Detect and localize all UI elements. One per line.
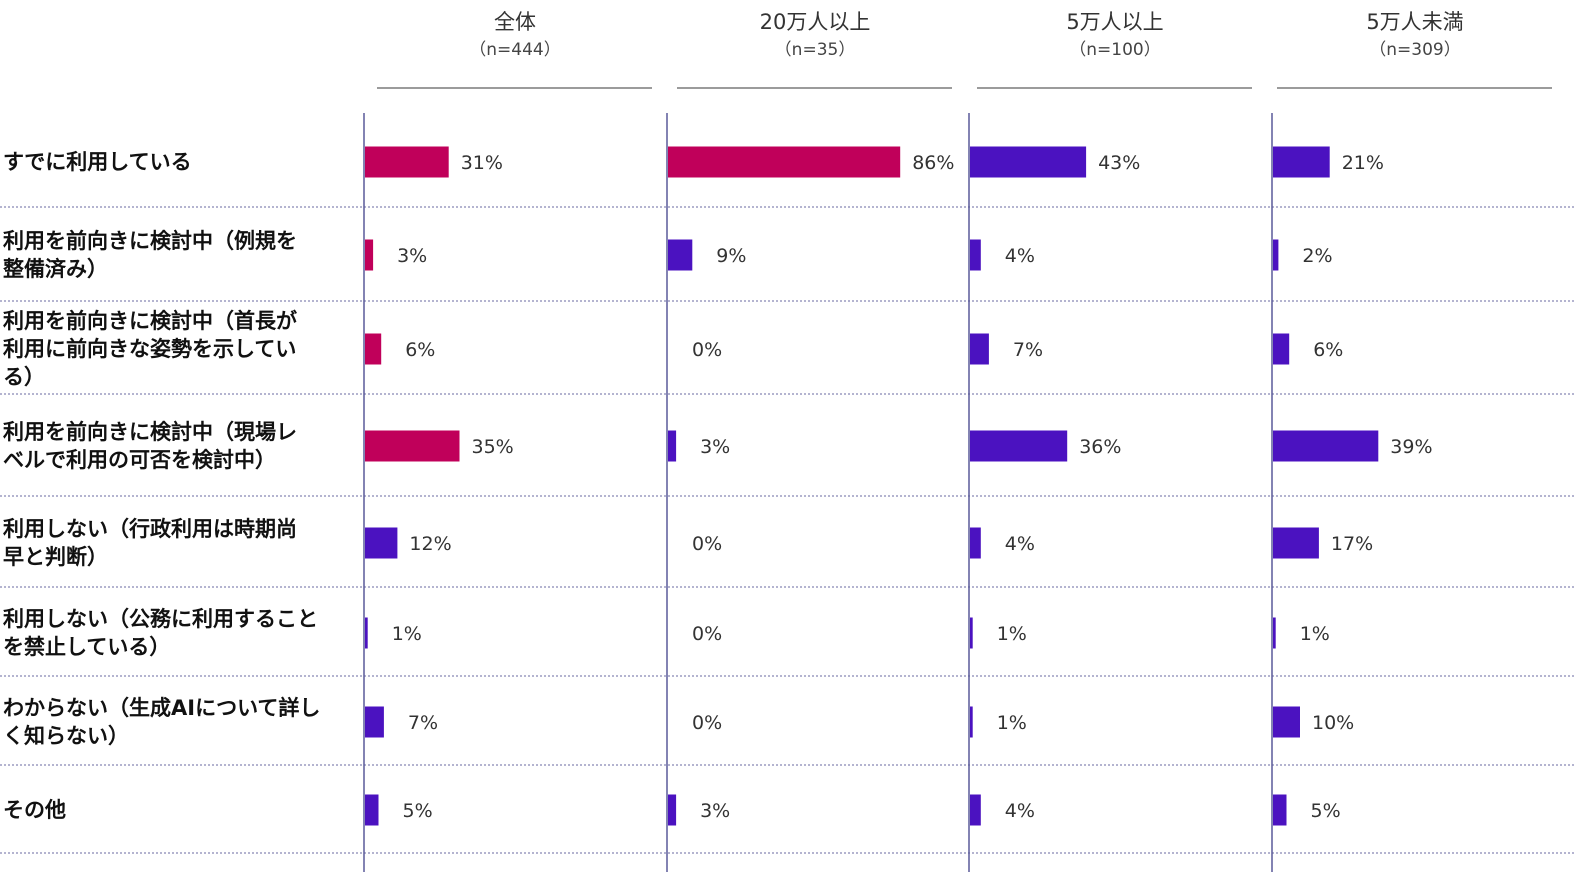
bar <box>365 146 449 178</box>
bar-value-label: 5% <box>403 800 433 822</box>
bar <box>668 430 677 462</box>
bar-value-label: 1% <box>1300 623 1330 645</box>
bar-value-label: 5% <box>1311 800 1341 822</box>
bar-value-label: 35% <box>472 436 514 458</box>
bar <box>970 239 981 271</box>
bar-value-label: 6% <box>1313 339 1343 361</box>
bar <box>1273 617 1276 649</box>
bar-value-label: 86% <box>912 152 954 174</box>
column-header-n: （n=309） <box>1369 40 1460 60</box>
row-label: 整備済み） <box>3 257 108 281</box>
row-label: すでに利用している <box>3 150 192 174</box>
row-label: を禁止している） <box>3 635 170 659</box>
bar-value-label: 0% <box>692 712 722 734</box>
bar <box>1273 430 1379 462</box>
bar-value-label: 4% <box>1005 533 1035 555</box>
row-label: 利用しない（行政利用は時期尚 <box>3 517 297 541</box>
bar-value-label: 1% <box>392 623 422 645</box>
row-label: 利用しない（公務に利用すること <box>3 607 318 631</box>
row-label: 利用を前向きに検討中（例規を <box>3 229 297 253</box>
bar-value-label: 10% <box>1312 712 1354 734</box>
column-header-title: 5万人未満 <box>1366 10 1463 34</box>
bar-value-label: 7% <box>408 712 438 734</box>
bar <box>970 333 989 365</box>
bar-value-label: 21% <box>1342 152 1384 174</box>
bar <box>365 706 384 738</box>
bar-value-label: 43% <box>1098 152 1140 174</box>
bar-value-label: 4% <box>1005 245 1035 267</box>
bar <box>365 794 379 826</box>
bar <box>970 706 973 738</box>
bar <box>365 430 460 462</box>
bar-value-label: 1% <box>997 623 1027 645</box>
bar <box>1273 706 1300 738</box>
column-header-title: 20万人以上 <box>760 10 871 34</box>
row-label: ベルで利用の可否を検討中） <box>3 448 276 472</box>
bar <box>668 146 901 178</box>
bar-value-label: 31% <box>461 152 503 174</box>
bar <box>970 527 981 559</box>
column-header-n: （n=35） <box>775 40 856 60</box>
bar-value-label: 1% <box>997 712 1027 734</box>
bar-value-label: 0% <box>692 623 722 645</box>
row-label: 利用を前向きに検討中（現場レ <box>3 420 297 444</box>
bar-value-label: 7% <box>1013 339 1043 361</box>
row-label: く知らない） <box>3 724 129 748</box>
bar <box>1273 146 1330 178</box>
bar <box>1273 527 1319 559</box>
bar-value-label: 0% <box>692 533 722 555</box>
column-header-n: （n=100） <box>1069 40 1160 60</box>
row-label: わからない（生成AIについて詳し <box>3 696 320 720</box>
bar-value-label: 2% <box>1302 245 1332 267</box>
bar-value-label: 4% <box>1005 800 1035 822</box>
bar <box>365 617 368 649</box>
bar <box>365 239 374 271</box>
bar-value-label: 36% <box>1079 436 1121 458</box>
column-header-title: 5万人以上 <box>1066 10 1163 34</box>
bar-value-label: 6% <box>405 339 435 361</box>
bar-value-label: 0% <box>692 339 722 361</box>
bar <box>1273 333 1290 365</box>
bar-value-label: 12% <box>409 533 451 555</box>
bar <box>970 430 1068 462</box>
row-label: る） <box>3 365 45 389</box>
row-label: 早と判断） <box>3 545 108 569</box>
bar <box>970 146 1087 178</box>
bar <box>668 794 677 826</box>
bar-value-label: 9% <box>716 245 746 267</box>
bar <box>970 794 981 826</box>
bar <box>1273 239 1279 271</box>
row-label: その他 <box>3 798 66 822</box>
bar-value-label: 3% <box>700 800 730 822</box>
bar-value-label: 3% <box>700 436 730 458</box>
bar <box>365 333 382 365</box>
bar <box>970 617 973 649</box>
bar-value-label: 3% <box>397 245 427 267</box>
bar <box>365 527 398 559</box>
column-header-n: （n=444） <box>469 40 560 60</box>
row-label: 利用を前向きに検討中（首長が <box>3 309 297 333</box>
bar-value-label: 17% <box>1331 533 1373 555</box>
bar-value-label: 39% <box>1390 436 1432 458</box>
column-header-title: 全体 <box>494 10 536 34</box>
row-label: 利用に前向きな姿勢を示してい <box>3 337 296 361</box>
bar <box>668 239 693 271</box>
bar <box>1273 794 1287 826</box>
